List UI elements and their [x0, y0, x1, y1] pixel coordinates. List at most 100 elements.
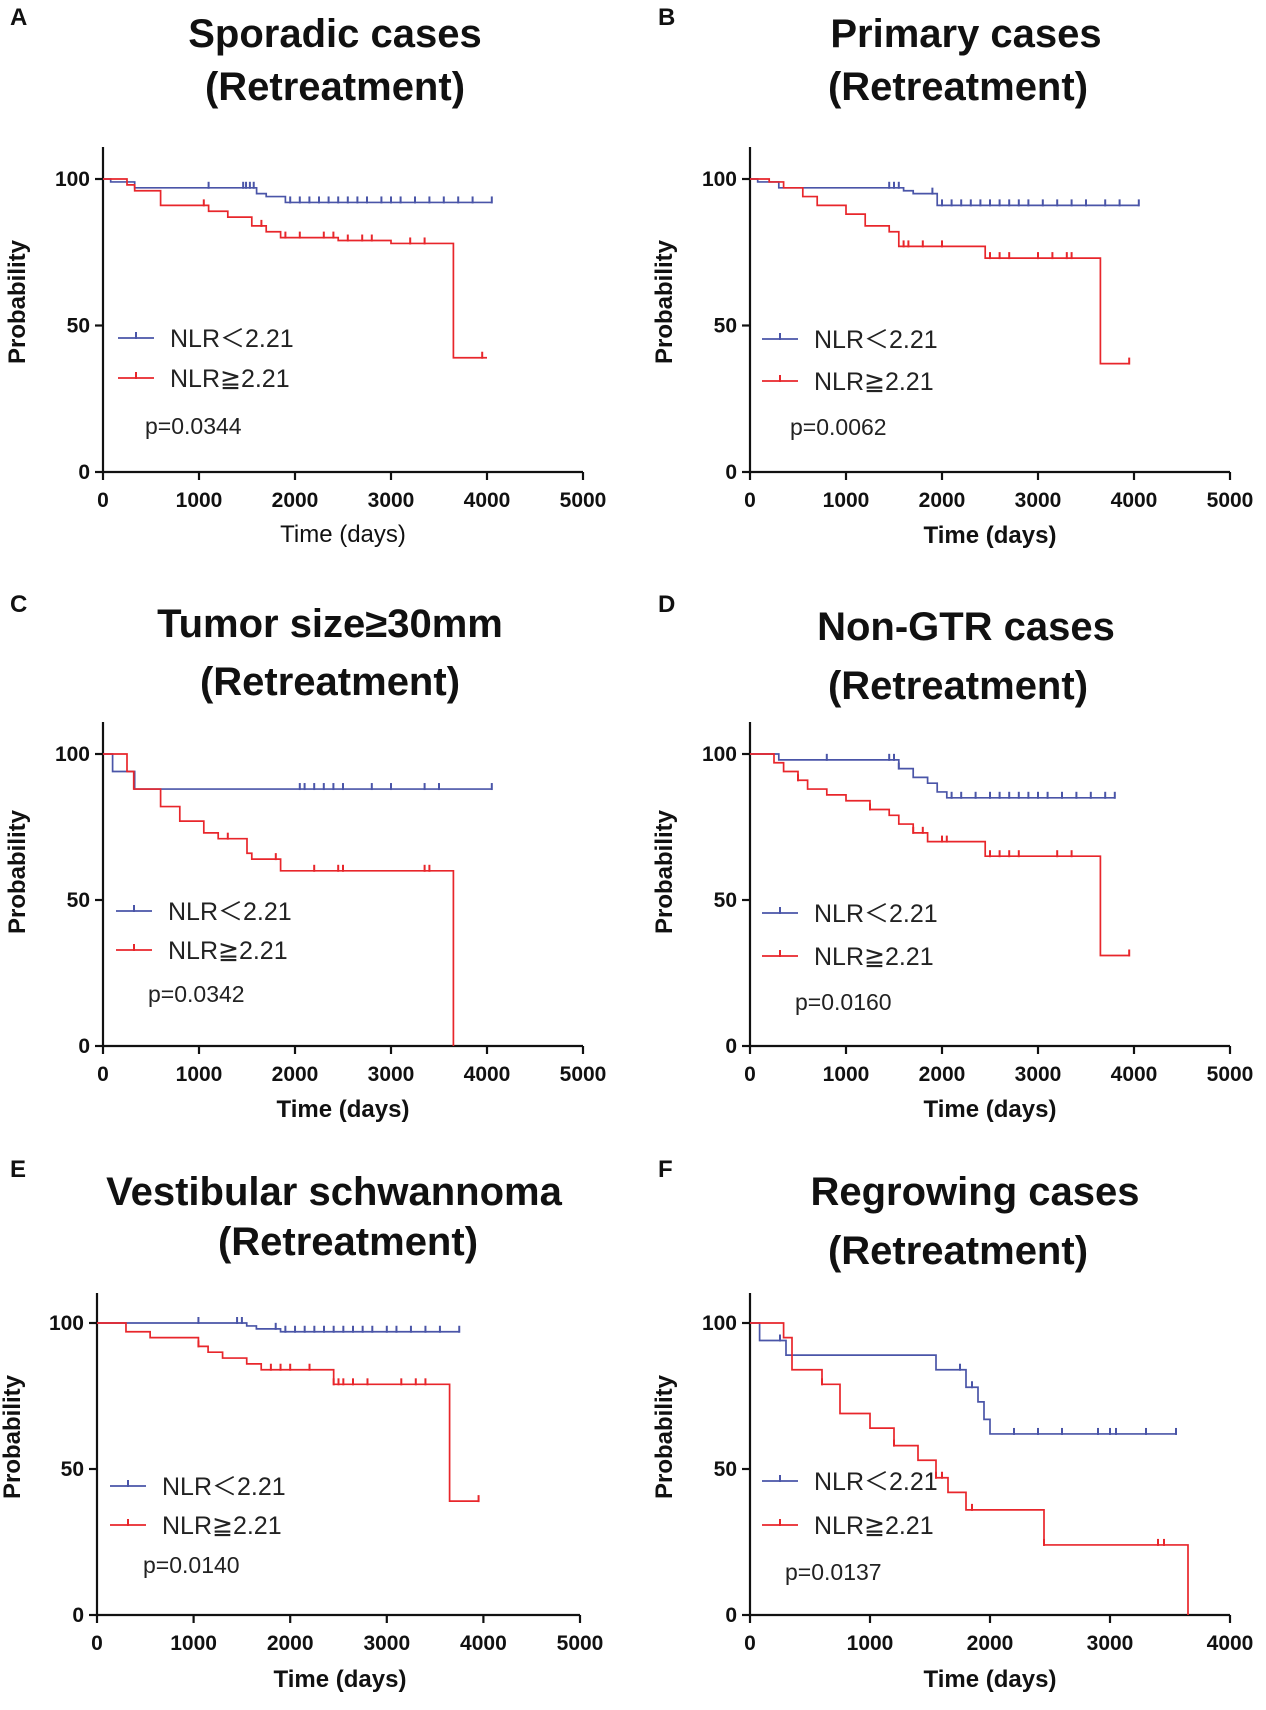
chart-title-line2: (Retreatment) — [828, 65, 1088, 109]
p-value: p=0.0344 — [145, 413, 242, 439]
legend-low-nlr-text: NLR＜2.21 — [814, 900, 938, 928]
x-axis-label: Time (days) — [924, 522, 1057, 549]
km-curve-high-nlr — [103, 753, 455, 1046]
chart-title-line1: Primary cases — [830, 12, 1101, 56]
x-tick-label: 1000 — [847, 1632, 894, 1655]
x-tick-label: 4000 — [464, 1063, 511, 1086]
p-value: p=0.0137 — [785, 1559, 882, 1585]
x-tick-label: 5000 — [557, 1632, 604, 1655]
chart-title-line1: Sporadic cases — [188, 12, 482, 56]
legend-high-nlr-text: NLR≧2.21 — [814, 943, 934, 971]
chart-title-line2: (Retreatment) — [205, 65, 465, 109]
panel-label: D — [658, 591, 675, 618]
x-tick-label: 1000 — [823, 489, 870, 512]
y-tick-label: 50 — [714, 889, 737, 912]
y-axis-label: Probability — [651, 239, 678, 364]
y-tick-label: 0 — [72, 1604, 84, 1627]
y-axis-label: Probability — [651, 1374, 678, 1499]
km-curve-low-nlr — [750, 178, 1139, 207]
y-axis-label: Probability — [651, 809, 678, 934]
km-curve-low-nlr — [97, 1322, 460, 1333]
x-tick-label: 4000 — [464, 489, 511, 512]
x-axis-label: Time (days) — [924, 1666, 1057, 1693]
y-axis-label: Probability — [4, 239, 31, 364]
legend-low-nlr-text: NLR＜2.21 — [162, 1473, 286, 1501]
y-tick-label: 100 — [55, 168, 90, 191]
y-tick-label: 100 — [702, 1312, 737, 1335]
x-axis-label: Time (days) — [277, 1096, 410, 1123]
x-tick-label: 1000 — [170, 1632, 217, 1655]
y-tick-label: 100 — [702, 743, 737, 766]
x-tick-label: 0 — [744, 489, 756, 512]
chart-title-line1: Non-GTR cases — [817, 605, 1115, 649]
legend-high-nlr-text: NLR≧2.21 — [814, 368, 934, 396]
x-tick-label: 3000 — [363, 1632, 410, 1655]
x-tick-label: 3000 — [368, 489, 415, 512]
x-tick-label: 3000 — [1015, 489, 1062, 512]
chart-title-line2: (Retreatment) — [200, 660, 460, 704]
legend-high-nlr-text: NLR≧2.21 — [168, 937, 288, 965]
x-axis-label: Time (days) — [924, 1096, 1057, 1123]
panel-label: C — [10, 591, 27, 618]
x-tick-label: 3000 — [368, 1063, 415, 1086]
legend-high-nlr-text: NLR≧2.21 — [814, 1512, 934, 1540]
y-tick-label: 0 — [725, 461, 737, 484]
y-tick-label: 0 — [725, 1035, 737, 1058]
legend-high-nlr-text: NLR≧2.21 — [162, 1512, 282, 1540]
x-tick-label: 5000 — [1207, 489, 1254, 512]
legend-low-nlr-text: NLR＜2.21 — [170, 325, 294, 353]
panel-label: B — [658, 4, 675, 31]
y-axis-label: Probability — [0, 1374, 26, 1499]
y-tick-label: 100 — [702, 168, 737, 191]
x-tick-label: 0 — [744, 1632, 756, 1655]
x-tick-label: 4000 — [1207, 1632, 1254, 1655]
chart-title-line1: Vestibular schwannoma — [106, 1170, 562, 1214]
x-tick-label: 2000 — [267, 1632, 314, 1655]
x-tick-label: 3000 — [1087, 1632, 1134, 1655]
p-value: p=0.0140 — [143, 1552, 240, 1578]
y-axis-label: Probability — [4, 809, 31, 934]
x-tick-label: 4000 — [1111, 489, 1158, 512]
y-tick-label: 0 — [78, 1035, 90, 1058]
km-curve-low-nlr — [103, 178, 492, 204]
legend-low-nlr-text: NLR＜2.21 — [814, 1468, 938, 1496]
x-tick-label: 1000 — [176, 1063, 223, 1086]
panel-label: E — [10, 1156, 26, 1183]
y-tick-label: 50 — [67, 315, 90, 338]
km-curve-low-nlr — [103, 753, 492, 790]
legend-high-nlr-text: NLR≧2.21 — [170, 365, 290, 393]
km-curve-high-nlr — [103, 178, 487, 359]
x-tick-label: 2000 — [919, 1063, 966, 1086]
x-tick-label: 2000 — [919, 489, 966, 512]
x-tick-label: 0 — [97, 1063, 109, 1086]
x-axis-label: Time (days) — [280, 521, 406, 548]
y-tick-label: 50 — [67, 889, 90, 912]
km-panel-e: E Vestibular schwannoma (Retreatment) 0 50 10… — [0, 1156, 603, 1693]
p-value: p=0.0062 — [790, 414, 887, 440]
x-tick-label: 2000 — [967, 1632, 1014, 1655]
legend-low-nlr-text: NLR＜2.21 — [814, 326, 938, 354]
km-curve-low-nlr — [750, 1322, 1176, 1435]
y-tick-label: 100 — [55, 743, 90, 766]
panel-label: A — [10, 4, 27, 31]
y-tick-label: 50 — [714, 1458, 737, 1481]
chart-title-line2: (Retreatment) — [828, 1229, 1088, 1273]
y-tick-label: 0 — [725, 1604, 737, 1627]
y-tick-label: 50 — [61, 1458, 84, 1481]
x-tick-label: 3000 — [1015, 1063, 1062, 1086]
x-tick-label: 1000 — [176, 489, 223, 512]
p-value: p=0.0342 — [148, 981, 245, 1007]
x-tick-label: 0 — [97, 489, 109, 512]
p-value: p=0.0160 — [795, 989, 892, 1015]
chart-title-line1: Regrowing cases — [810, 1170, 1139, 1214]
x-tick-label: 5000 — [560, 489, 607, 512]
x-tick-label: 2000 — [272, 1063, 319, 1086]
km-curve-high-nlr — [97, 1322, 479, 1502]
x-tick-label: 0 — [91, 1632, 103, 1655]
chart-title-line1: Tumor size≥30mm — [157, 602, 503, 646]
